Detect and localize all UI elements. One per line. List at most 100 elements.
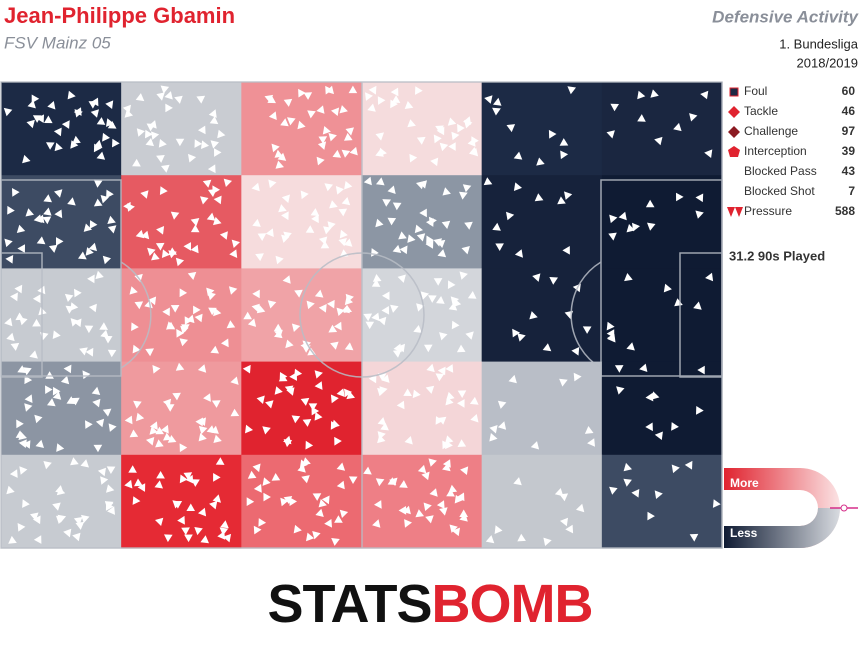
event-marker xyxy=(52,386,61,396)
event-marker xyxy=(433,278,443,286)
event-marker xyxy=(287,117,296,126)
event-marker xyxy=(184,534,193,543)
legend-label: Foul xyxy=(744,84,767,98)
event-marker xyxy=(132,496,141,505)
event-marker xyxy=(74,288,82,298)
event-marker xyxy=(377,387,386,397)
event-marker xyxy=(175,257,185,267)
heatmap-cell xyxy=(361,268,483,363)
event-marker xyxy=(449,524,458,533)
event-marker xyxy=(66,396,76,404)
event-marker xyxy=(404,519,412,528)
event-marker xyxy=(418,180,427,189)
event-marker xyxy=(327,299,335,309)
event-marker xyxy=(513,477,522,486)
event-marker xyxy=(35,439,44,448)
event-marker xyxy=(336,307,345,316)
event-marker xyxy=(87,274,95,284)
event-marker xyxy=(151,252,160,261)
logo-part: BOMB xyxy=(432,574,593,634)
event-marker xyxy=(279,372,288,381)
event-marker xyxy=(278,204,287,213)
event-marker xyxy=(377,431,386,440)
event-marker xyxy=(198,425,208,435)
event-marker xyxy=(378,316,387,326)
legend-value: 588 xyxy=(835,204,855,218)
event-marker xyxy=(318,304,327,313)
event-marker xyxy=(220,520,229,529)
event-marker xyxy=(22,440,31,449)
event-marker xyxy=(91,386,101,395)
event-marker xyxy=(335,186,344,195)
event-marker xyxy=(436,500,445,509)
event-marker xyxy=(459,509,468,517)
event-marker xyxy=(345,127,354,136)
event-marker xyxy=(283,231,292,240)
event-marker xyxy=(446,488,455,497)
event-marker xyxy=(697,365,705,375)
event-marker xyxy=(377,373,387,381)
event-marker xyxy=(88,242,97,252)
event-marker xyxy=(156,92,165,101)
event-marker xyxy=(294,289,303,298)
event-marker xyxy=(314,289,324,298)
event-marker xyxy=(421,471,430,481)
event-marker xyxy=(243,311,252,320)
event-marker xyxy=(324,519,332,528)
event-marker xyxy=(168,250,177,259)
event-marker xyxy=(345,293,354,303)
event-marker xyxy=(303,92,313,100)
event-marker xyxy=(61,120,70,129)
event-marker xyxy=(492,222,501,231)
event-marker xyxy=(70,318,79,327)
event-marker xyxy=(371,312,380,322)
event-marker xyxy=(435,416,444,425)
event-marker xyxy=(123,201,131,211)
event-marker xyxy=(300,190,309,200)
event-marker xyxy=(433,134,442,144)
event-marker xyxy=(18,439,27,448)
event-marker xyxy=(264,94,274,103)
event-marker xyxy=(267,300,277,309)
event-marker xyxy=(548,129,557,139)
event-marker xyxy=(439,507,448,516)
event-marker xyxy=(283,98,293,107)
event-marker xyxy=(456,492,465,502)
event-marker xyxy=(639,363,648,372)
event-marker xyxy=(54,189,63,198)
event-marker xyxy=(145,348,154,357)
event-marker xyxy=(311,214,319,224)
event-marker xyxy=(122,104,131,114)
event-marker xyxy=(435,373,445,382)
event-marker xyxy=(534,193,544,202)
event-marker xyxy=(100,329,109,338)
event-marker xyxy=(298,88,306,98)
event-marker xyxy=(165,404,175,412)
event-marker xyxy=(557,196,566,205)
heatmap-cell xyxy=(241,82,362,176)
event-marker xyxy=(54,209,63,219)
event-marker xyxy=(128,465,137,473)
event-marker xyxy=(306,300,315,310)
event-marker xyxy=(247,318,257,327)
legend-value: 43 xyxy=(842,164,856,178)
event-marker xyxy=(297,464,306,473)
subtitle: FSV Mainz 05 xyxy=(4,33,111,52)
event-marker xyxy=(349,146,358,156)
heatmap-cell xyxy=(361,82,483,176)
event-marker xyxy=(396,400,405,410)
event-marker xyxy=(623,478,632,487)
event-marker xyxy=(517,533,526,542)
event-marker xyxy=(285,339,294,349)
event-marker xyxy=(705,272,714,282)
event-marker xyxy=(426,218,434,227)
event-marker xyxy=(341,197,351,206)
event-marker xyxy=(293,524,302,534)
event-marker xyxy=(158,139,167,148)
event-marker xyxy=(689,113,698,122)
event-marker xyxy=(229,249,238,258)
event-marker xyxy=(252,289,260,299)
event-marker xyxy=(7,205,15,215)
event-marker xyxy=(471,136,479,145)
event-marker xyxy=(161,424,169,434)
